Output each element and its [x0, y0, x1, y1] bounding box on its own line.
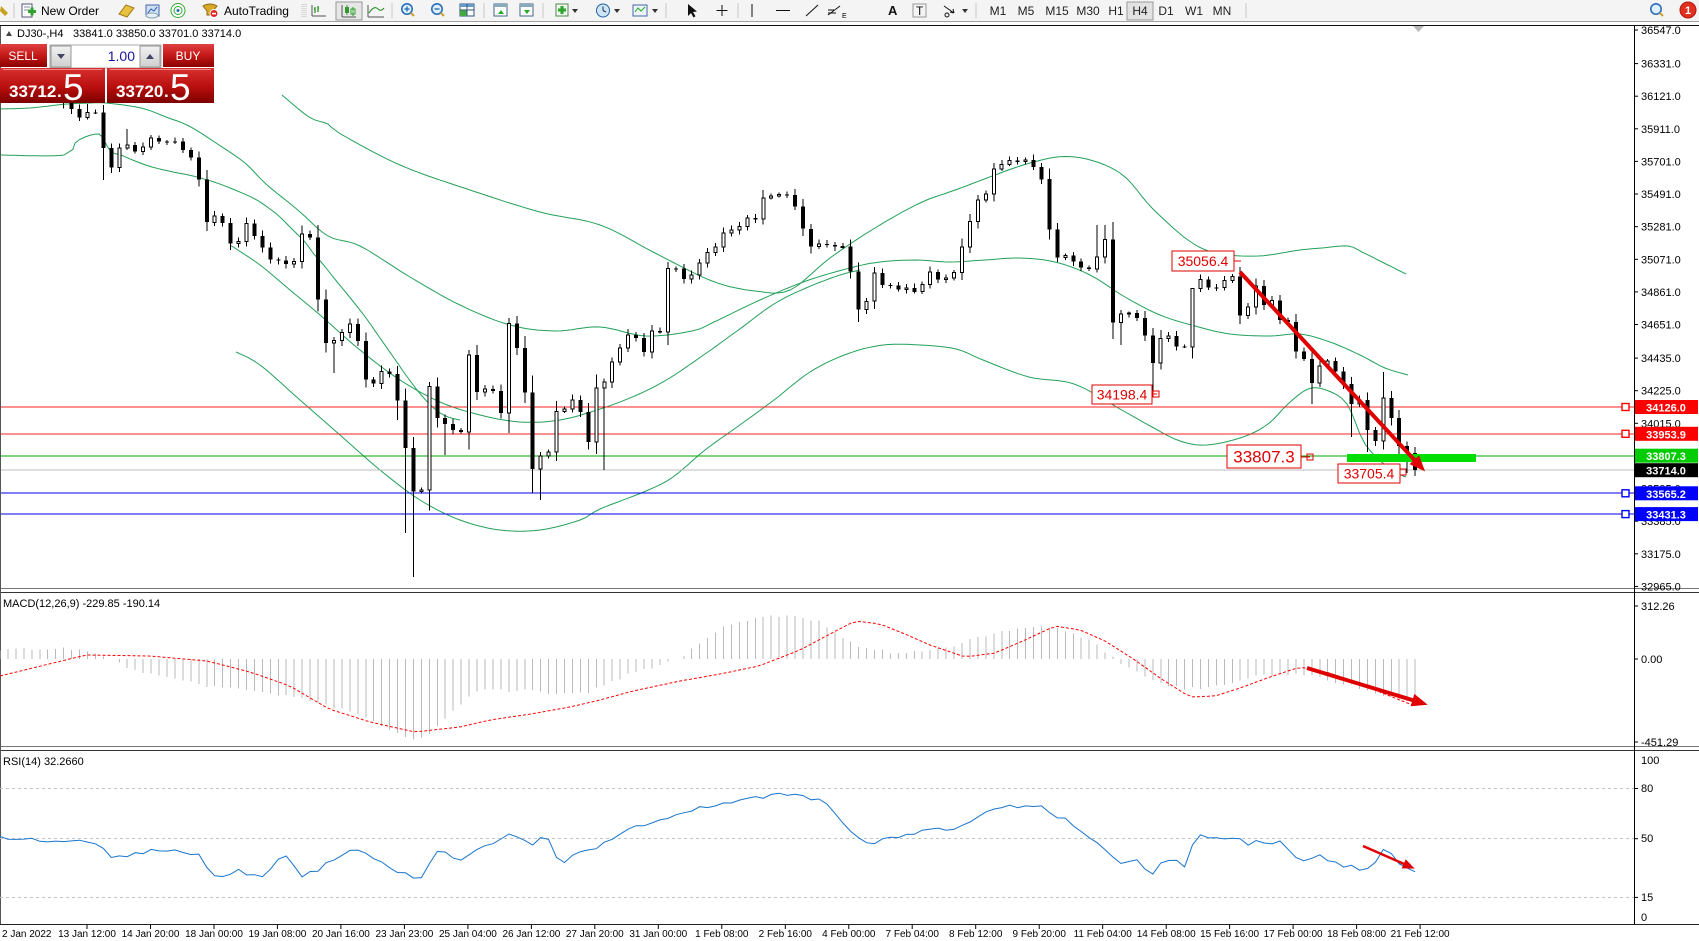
svg-text:34435.0: 34435.0: [1641, 353, 1681, 365]
svg-text:M5: M5: [1018, 4, 1035, 18]
svg-text:33714.0: 33714.0: [1646, 466, 1686, 478]
svg-text:20 Jan 16:00: 20 Jan 16:00: [312, 929, 370, 940]
svg-text:11 Feb 04:00: 11 Feb 04:00: [1074, 929, 1133, 940]
svg-text:34861.0: 34861.0: [1641, 287, 1681, 299]
svg-text:MN: MN: [1213, 4, 1232, 18]
svg-text:9 Feb 20:00: 9 Feb 20:00: [1013, 929, 1067, 940]
svg-text:100: 100: [1641, 755, 1659, 767]
svg-text:2 Feb 16:00: 2 Feb 16:00: [759, 929, 813, 940]
svg-text:15 Feb 16:00: 15 Feb 16:00: [1200, 929, 1259, 940]
svg-text:33807.3: 33807.3: [1646, 451, 1686, 463]
svg-text:34225.0: 34225.0: [1641, 386, 1681, 398]
svg-text:15: 15: [1641, 892, 1653, 904]
svg-text:E: E: [842, 13, 847, 20]
svg-text:0.00: 0.00: [1641, 654, 1662, 666]
svg-text:8 Feb 12:00: 8 Feb 12:00: [949, 929, 1003, 940]
svg-text:18 Jan 00:00: 18 Jan 00:00: [185, 929, 243, 940]
svg-text:33175.0: 33175.0: [1641, 549, 1681, 561]
svg-text:M30: M30: [1076, 4, 1100, 18]
svg-text:33953.9: 33953.9: [1646, 429, 1686, 441]
svg-text:33807.3: 33807.3: [1233, 448, 1294, 467]
svg-text:36331.0: 36331.0: [1641, 59, 1681, 71]
svg-text:19 Jan 08:00: 19 Jan 08:00: [248, 929, 306, 940]
svg-text:D1: D1: [1158, 4, 1174, 18]
svg-text:80: 80: [1641, 783, 1653, 795]
svg-text:RSI(14) 32.2660: RSI(14) 32.2660: [3, 756, 84, 768]
svg-text:H4: H4: [1132, 4, 1148, 18]
svg-text:312.26: 312.26: [1641, 601, 1675, 613]
svg-text:34126.0: 34126.0: [1646, 403, 1686, 415]
svg-text:-451.29: -451.29: [1641, 737, 1678, 749]
svg-text:BUY: BUY: [176, 49, 201, 63]
svg-text:36121.0: 36121.0: [1641, 91, 1681, 103]
svg-text:5: 5: [170, 67, 191, 108]
svg-text:35071.0: 35071.0: [1641, 254, 1681, 266]
svg-text:New Order: New Order: [41, 4, 99, 18]
svg-text:.: .: [164, 82, 169, 101]
svg-text:A: A: [888, 3, 898, 18]
svg-text:33705.4: 33705.4: [1344, 466, 1395, 482]
svg-text:34651.0: 34651.0: [1641, 320, 1681, 332]
svg-text:0: 0: [1641, 912, 1647, 924]
svg-text:21 Feb 12:00: 21 Feb 12:00: [1391, 929, 1450, 940]
svg-text:W1: W1: [1185, 4, 1203, 18]
svg-text:2 Jan 2022: 2 Jan 2022: [2, 929, 52, 940]
svg-text:T: T: [916, 4, 924, 18]
svg-text:33841.0 33850.0 33701.0 33714.: 33841.0 33850.0 33701.0 33714.0: [73, 28, 241, 40]
svg-text:H1: H1: [1108, 4, 1124, 18]
svg-text:50: 50: [1641, 833, 1653, 845]
svg-text:32965.0: 32965.0: [1641, 581, 1681, 593]
svg-text:7 Feb 04:00: 7 Feb 04:00: [886, 929, 940, 940]
svg-text:35701.0: 35701.0: [1641, 156, 1681, 168]
svg-text:MACD(12,26,9) -229.85 -190.14: MACD(12,26,9) -229.85 -190.14: [3, 598, 160, 610]
svg-text:M1: M1: [990, 4, 1007, 18]
svg-text:13 Jan 12:00: 13 Jan 12:00: [58, 929, 116, 940]
svg-text:25 Jan 04:00: 25 Jan 04:00: [439, 929, 497, 940]
svg-text:34198.4: 34198.4: [1097, 387, 1148, 403]
svg-text:M15: M15: [1045, 4, 1069, 18]
svg-text:SELL: SELL: [8, 49, 38, 63]
svg-text:1: 1: [1685, 5, 1691, 17]
svg-text:35281.0: 35281.0: [1641, 222, 1681, 234]
svg-text:1.00: 1.00: [108, 48, 135, 64]
svg-text:14 Jan 20:00: 14 Jan 20:00: [122, 929, 180, 940]
svg-text:17 Feb 00:00: 17 Feb 00:00: [1264, 929, 1323, 940]
svg-text:27 Jan 20:00: 27 Jan 20:00: [566, 929, 624, 940]
svg-text:36547.0: 36547.0: [1641, 25, 1681, 37]
svg-text:18 Feb 08:00: 18 Feb 08:00: [1327, 929, 1386, 940]
svg-text:23 Jan 23:00: 23 Jan 23:00: [375, 929, 433, 940]
svg-text:33712: 33712: [9, 82, 56, 101]
svg-text:33431.3: 33431.3: [1646, 510, 1686, 522]
svg-text:31 Jan 00:00: 31 Jan 00:00: [629, 929, 687, 940]
svg-text:33565.2: 33565.2: [1646, 489, 1686, 501]
svg-text:5: 5: [63, 67, 84, 108]
svg-text:14 Feb 08:00: 14 Feb 08:00: [1137, 929, 1196, 940]
svg-text:4 Feb 00:00: 4 Feb 00:00: [822, 929, 876, 940]
svg-text:35056.4: 35056.4: [1178, 253, 1229, 269]
svg-text:26 Jan 12:00: 26 Jan 12:00: [502, 929, 560, 940]
svg-text:AutoTrading: AutoTrading: [224, 4, 289, 18]
svg-text:33720: 33720: [116, 82, 163, 101]
svg-text:.: .: [57, 82, 62, 101]
svg-text:1 Feb 08:00: 1 Feb 08:00: [695, 929, 749, 940]
svg-text:35491.0: 35491.0: [1641, 189, 1681, 201]
svg-text:35911.0: 35911.0: [1641, 124, 1680, 136]
svg-text:DJ30-,H4: DJ30-,H4: [17, 28, 63, 40]
